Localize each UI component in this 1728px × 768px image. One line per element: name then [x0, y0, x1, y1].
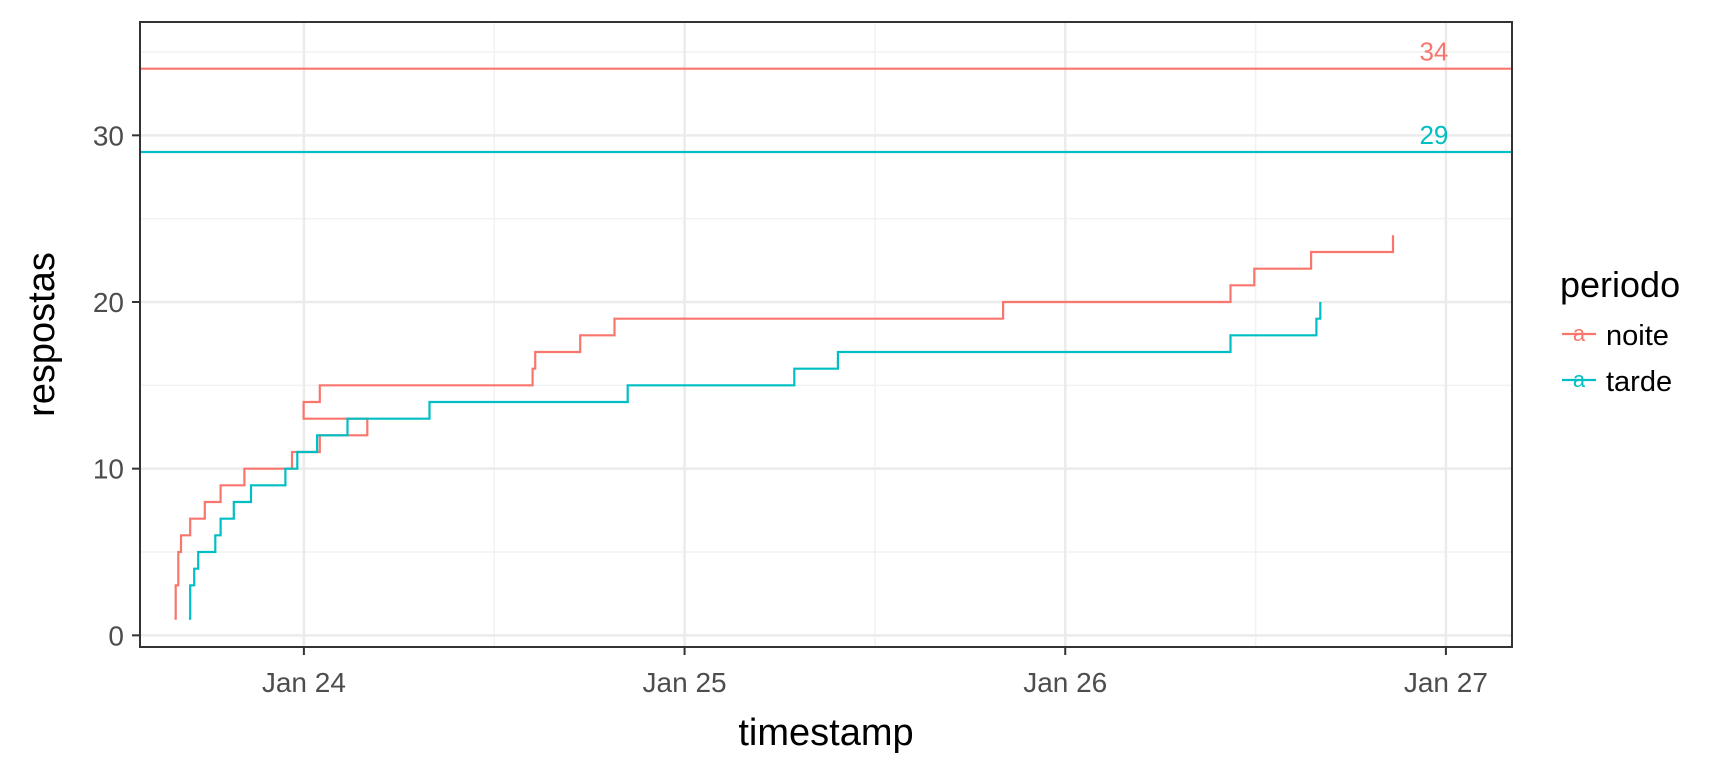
panel-border [139, 21, 1513, 648]
series-layer: 34 29 [140, 37, 1512, 620]
y-axis-title: respostas [21, 252, 63, 417]
legend-label-noite: noite [1606, 320, 1669, 352]
x-tick-label: Jan 24 [262, 667, 346, 698]
x-axis-title: timestamp [738, 712, 913, 754]
legend-key-letter-noite: a [1573, 321, 1586, 346]
reference-label-noite: 34 [1419, 37, 1448, 67]
y-tick-label: 30 [93, 120, 124, 151]
x-tick-label: Jan 27 [1404, 667, 1488, 698]
reference-label-tarde: 29 [1419, 120, 1448, 150]
y-tick-label: 10 [93, 454, 124, 485]
x-tick-label: Jan 25 [643, 667, 727, 698]
series-line-tarde [188, 302, 1322, 620]
y-tick-label: 0 [108, 620, 124, 651]
legend-label-tarde: tarde [1606, 366, 1672, 398]
legend-title: periodo [1560, 264, 1680, 305]
legend-key-letter-tarde: a [1573, 367, 1586, 392]
x-tick-label: Jan 26 [1023, 667, 1107, 698]
y-tick-label: 20 [93, 287, 124, 318]
axes-layer: Jan 24 Jan 25 Jan 26 Jan 27 0 10 20 30 [93, 21, 1513, 698]
series-line-noite [174, 235, 1395, 620]
